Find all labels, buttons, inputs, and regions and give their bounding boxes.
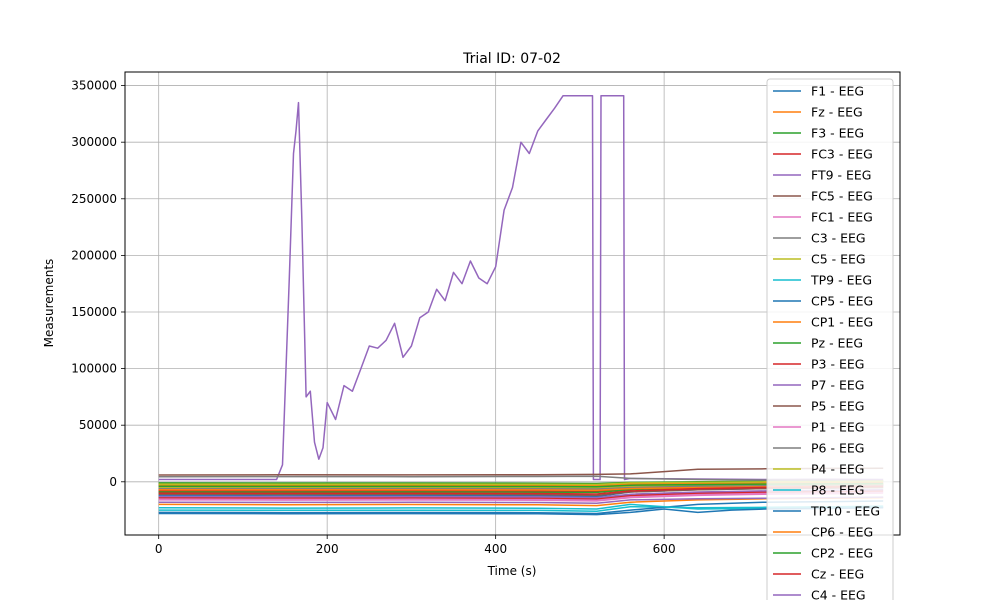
legend-label: CP5 - EEG bbox=[811, 294, 873, 309]
legend-label: CP6 - EEG bbox=[811, 525, 873, 540]
legend-label: FC3 - EEG bbox=[811, 147, 873, 162]
x-tick-label: 200 bbox=[316, 542, 339, 556]
legend-label: P1 - EEG bbox=[811, 420, 864, 435]
series-line-ft9-eeg bbox=[158, 95, 884, 481]
legend-label: C4 - EEG bbox=[811, 588, 866, 600]
legend: F1 - EEG Fz - EEG F3 - EEG FC3 - EEG FT9 - E… bbox=[766, 78, 894, 600]
legend-label: P4 - EEG bbox=[811, 462, 864, 477]
legend-label: P6 - EEG bbox=[811, 441, 864, 456]
y-tick-label: 100000 bbox=[71, 362, 117, 376]
legend-label: TP10 - EEG bbox=[810, 504, 880, 519]
y-axis-label: Measurements bbox=[42, 259, 56, 348]
legend-label: C5 - EEG bbox=[811, 252, 866, 267]
legend-label: FC5 - EEG bbox=[811, 189, 873, 204]
legend-label: Cz - EEG bbox=[811, 567, 864, 582]
y-tick-label: 350000 bbox=[71, 79, 117, 93]
y-tick-label: 150000 bbox=[71, 305, 117, 319]
legend-label: C3 - EEG bbox=[811, 231, 866, 246]
axis-ticks: 0 200 400 600 0 50000 100000 150000 200000 250000… bbox=[71, 79, 675, 556]
legend-label: FC1 - EEG bbox=[811, 210, 873, 225]
legend-label: FT9 - EEG bbox=[811, 168, 872, 183]
y-tick-label: 250000 bbox=[71, 192, 117, 206]
y-tick-label: 300000 bbox=[71, 135, 117, 149]
y-tick-label: 0 bbox=[109, 475, 117, 489]
legend-label: F3 - EEG bbox=[811, 126, 864, 141]
x-tick-label: 0 bbox=[155, 542, 163, 556]
legend-label: Pz - EEG bbox=[811, 336, 863, 351]
plot-frame bbox=[124, 71, 901, 536]
x-tick-label: 600 bbox=[653, 542, 676, 556]
legend-label: P5 - EEG bbox=[811, 399, 864, 414]
legend-label: CP2 - EEG bbox=[811, 546, 873, 561]
legend-label: P3 - EEG bbox=[811, 357, 864, 372]
legend-label: P8 - EEG bbox=[811, 483, 864, 498]
x-tick-label: 400 bbox=[484, 542, 507, 556]
y-tick-label: 50000 bbox=[79, 418, 117, 432]
x-axis-label: Time (s) bbox=[487, 564, 537, 578]
y-tick-label: 200000 bbox=[71, 248, 117, 262]
legend-label: TP9 - EEG bbox=[810, 273, 872, 288]
legend-label: Fz - EEG bbox=[811, 105, 863, 120]
legend-box bbox=[766, 78, 894, 600]
legend-label: P7 - EEG bbox=[811, 378, 864, 393]
chart-title: Trial ID: 07-02 bbox=[462, 51, 561, 67]
legend-label: CP1 - EEG bbox=[811, 315, 873, 330]
legend-label: F1 - EEG bbox=[811, 84, 864, 99]
